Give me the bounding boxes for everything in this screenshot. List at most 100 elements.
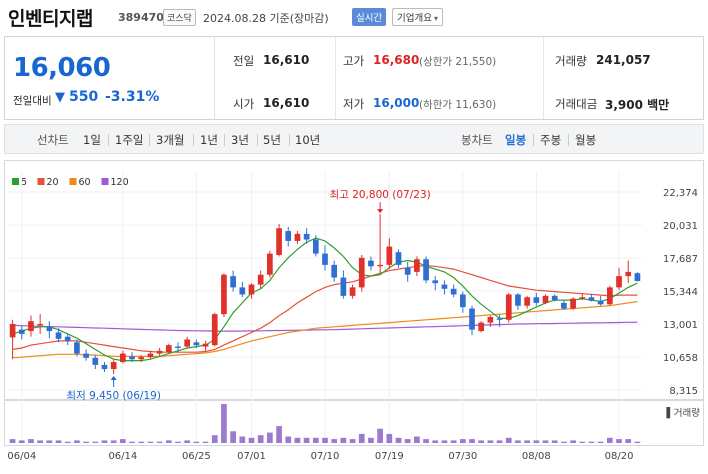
tab-separator (568, 134, 569, 146)
volume-bar (524, 440, 530, 443)
candle-body (450, 288, 457, 295)
tab-separator (224, 134, 225, 146)
volume-bar (606, 437, 613, 443)
tab-weekly[interactable]: 주봉 (540, 133, 562, 147)
candle-body (487, 316, 494, 323)
candle-body (588, 297, 595, 301)
trade-amount-value: 3,900 백만 (605, 98, 670, 112)
tab-monthly[interactable]: 월봉 (575, 133, 597, 147)
candle-body (377, 264, 383, 267)
candle-body (55, 332, 62, 339)
candle-body (340, 277, 347, 296)
candle-body (368, 260, 374, 267)
volume-bar (202, 441, 209, 443)
candle-body (18, 329, 25, 334)
series-ma60 (12, 300, 638, 359)
candle-body (9, 324, 16, 338)
tab-3y[interactable]: 3년 (231, 133, 249, 147)
legend-swatch-ma5 (12, 178, 19, 185)
volume-bar (110, 440, 117, 443)
tab-1y[interactable]: 1년 (200, 133, 218, 147)
as-of-datetime: 2024.08.28 기준(장마감) (203, 12, 329, 25)
candle-body (165, 345, 172, 353)
company-overview-label: 기업개요 (397, 13, 432, 24)
candle-body (202, 343, 209, 347)
company-overview-dropdown[interactable]: 기업개요 ▾ (392, 8, 443, 26)
candle-body (496, 318, 503, 320)
tab-daily[interactable]: 일봉 (505, 133, 527, 147)
volume-bar (28, 439, 34, 443)
volume-bar (515, 440, 521, 443)
volume-bar (561, 441, 567, 443)
tab-5y[interactable]: 5년 (263, 133, 281, 147)
candle-body (386, 246, 393, 265)
tab-3m[interactable]: 3개월 (156, 133, 185, 147)
volume-bar (358, 433, 365, 443)
annotation-high-arrowhead (377, 209, 384, 214)
volume-bar (221, 404, 227, 443)
volume-bar (156, 441, 163, 443)
candle-body (469, 308, 475, 330)
current-price-box: 16,060 전일대비 ▼ 550 -3.31% (5, 37, 215, 119)
candle-body (129, 356, 135, 360)
candle-body (175, 346, 181, 348)
volume-bar (533, 440, 540, 443)
annotation-low: 최저 9,450 (06/19) (66, 390, 161, 402)
trade-amount-label: 거래대금 (555, 97, 598, 111)
candle-body (221, 274, 227, 315)
volume-bar (450, 440, 457, 443)
candle-body (28, 321, 34, 332)
candle-body (524, 297, 530, 306)
volume-bar (487, 440, 494, 443)
volume-bar (120, 439, 126, 443)
y-tick-label: 22,374 (663, 188, 698, 199)
tab-separator (108, 134, 109, 146)
volume-bar (579, 441, 586, 443)
volume-bar (101, 440, 108, 443)
series-ma20 (12, 264, 638, 353)
volume-bar (312, 437, 319, 443)
volume-bar (184, 440, 191, 443)
candle-body (423, 259, 429, 281)
annotation-low-arrowhead (110, 376, 117, 381)
candle-body (533, 297, 540, 303)
series-ma120 (12, 321, 638, 332)
volume-bar (165, 440, 172, 443)
volume-bar (257, 435, 264, 443)
candlestick-chart[interactable]: 5 20 60 120 22,374 20,031 17,687 15,344 13,001 10… (4, 160, 704, 470)
x-tick-label: 06/04 (7, 451, 36, 462)
change-percent: -3.31% (105, 89, 160, 105)
stock-code: 389470 (118, 11, 164, 24)
volume-bar (211, 435, 218, 443)
x-tick-label: 07/10 (311, 451, 340, 462)
low-label: 저가 (343, 97, 365, 111)
candle-body (230, 276, 236, 288)
x-tick-label: 07/01 (237, 451, 266, 462)
column-divider (335, 37, 336, 119)
candle-body (551, 295, 558, 301)
candle-body (606, 287, 613, 305)
legend-label-ma5: 5 (21, 177, 27, 188)
candle-body (414, 259, 420, 272)
y-tick-label: 15,344 (663, 287, 698, 298)
chart-svg[interactable]: 5 20 60 120 22,374 20,031 17,687 15,344 13,001 10… (4, 160, 704, 470)
volume-bar (542, 440, 549, 443)
volume-bar (37, 440, 44, 443)
volume-bar (9, 439, 16, 443)
volume-bar (276, 426, 282, 443)
volume-bar (92, 441, 99, 443)
volume-panel-frame (4, 400, 704, 446)
tab-separator (533, 134, 534, 146)
candle-body (285, 231, 292, 241)
tab-1w[interactable]: 1주일 (115, 133, 144, 147)
tab-10y[interactable]: 10년 (295, 133, 321, 147)
high-label: 고가 (343, 54, 365, 68)
x-tick-label: 08/08 (522, 451, 551, 462)
realtime-button[interactable]: 실시간 (352, 8, 387, 26)
y-tick-label: 13,001 (663, 320, 698, 331)
tab-1d[interactable]: 1일 (83, 133, 101, 147)
volume-bar (83, 441, 89, 443)
candle-body (156, 350, 163, 354)
volume-bar (505, 437, 512, 443)
volume-bar (459, 439, 466, 443)
